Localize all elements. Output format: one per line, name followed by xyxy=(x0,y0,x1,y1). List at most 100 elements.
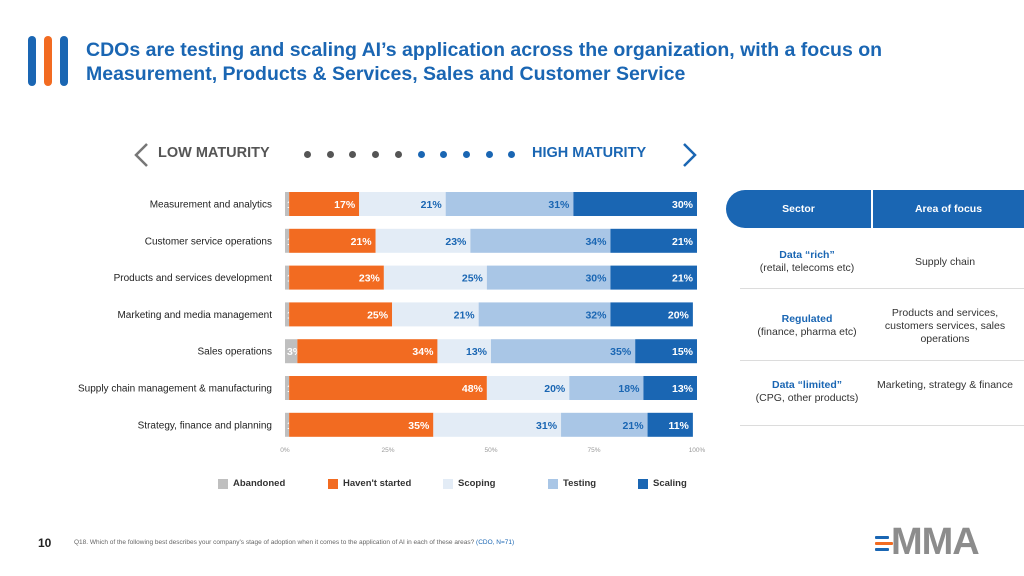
bar-data-label: 30% xyxy=(585,273,607,285)
header-sector: Sector xyxy=(726,190,871,228)
bar-data-label: 11% xyxy=(668,420,689,432)
bar-data-label: 18% xyxy=(618,383,640,395)
table-row: Data “limited” (CPG, other products) Mar… xyxy=(740,361,1024,426)
bar-data-label: 35% xyxy=(610,346,632,358)
legend-swatch xyxy=(443,479,453,489)
bar-segment xyxy=(445,192,574,216)
bar-segment xyxy=(289,412,434,437)
legend-swatch xyxy=(548,479,558,489)
bar-segment xyxy=(285,412,290,437)
sector-name: Data “limited” xyxy=(771,379,842,391)
category-label: Measurement and analytics xyxy=(150,200,272,211)
bar-data-label: 34% xyxy=(412,346,434,358)
sector-cell: Data “rich” (retail, telecoms etc) xyxy=(740,249,874,275)
bar-segment xyxy=(491,339,636,364)
bar-data-label: 20% xyxy=(544,383,566,395)
focus-cell: Marketing, strategy & finance xyxy=(877,379,1013,391)
bar-segment xyxy=(289,376,487,400)
table-header: Sector Area of focus xyxy=(726,190,1024,228)
legend-label: Scoping xyxy=(458,478,496,489)
logo-stripe-icon xyxy=(875,536,889,539)
bar-data-label: 21% xyxy=(351,236,373,248)
category-label: Marketing and media management xyxy=(117,310,272,321)
maturity-dot xyxy=(326,151,334,158)
sector-cell: Regulated (finance, pharma etc) xyxy=(740,313,874,339)
logo-stripe-icon xyxy=(875,542,893,545)
bar-data-label: 21% xyxy=(672,236,694,248)
bar-data-label: 25% xyxy=(367,309,389,321)
sector-detail: (retail, telecoms etc) xyxy=(759,262,855,274)
bar-data-label: 48% xyxy=(462,383,484,395)
footnote-question: Q18. Which of the following best describ… xyxy=(74,539,475,546)
bar-segment xyxy=(486,265,611,290)
bar-segment xyxy=(610,265,697,290)
maturity-dot xyxy=(349,151,357,158)
focus-cell: Supply chain xyxy=(914,256,976,268)
bar-segment xyxy=(289,192,360,216)
legend-swatch xyxy=(218,479,228,489)
table-row: Regulated (finance, pharma etc) Products… xyxy=(740,289,1024,361)
bar-data-label: 31% xyxy=(548,199,570,211)
bar-segment xyxy=(285,302,290,327)
category-label: Products and services development xyxy=(114,273,273,284)
bar-data-label: 13% xyxy=(466,346,488,358)
bar-data-label: 30% xyxy=(672,199,694,211)
bar-data-label: 17% xyxy=(334,199,356,211)
logo-stripe-icon xyxy=(875,548,889,551)
accent-bars-icon xyxy=(28,36,68,86)
bar-data-label: 32% xyxy=(585,309,607,321)
bar-segment xyxy=(392,302,479,327)
bar-segment xyxy=(610,302,693,327)
bar-segment xyxy=(383,265,487,290)
sector-name: Data “rich” xyxy=(779,249,835,261)
bar-segment xyxy=(470,228,611,253)
legend-label: Haven't started xyxy=(343,478,412,489)
bar-data-label: 21% xyxy=(454,309,476,321)
footnote: Q18. Which of the following best describ… xyxy=(74,539,514,546)
header-area-of-focus: Area of focus xyxy=(873,190,1024,228)
mma-logo: MMA xyxy=(875,522,1000,562)
bar-segment xyxy=(285,265,290,290)
x-tick-label: 50% xyxy=(484,447,497,454)
sector-focus-table: Sector Area of focus Data “rich” (retail… xyxy=(726,190,1024,430)
bar-segment xyxy=(643,376,697,400)
bar-segment xyxy=(647,412,693,437)
category-label: Supply chain management & manufacturing xyxy=(78,384,272,395)
footnote-sample: (CDO, N=71) xyxy=(476,539,515,546)
bar-segment xyxy=(297,339,438,364)
sector-detail: (CPG, other products) xyxy=(755,392,859,404)
maturity-dot xyxy=(462,151,470,158)
bar-segment xyxy=(285,376,290,400)
bar-segment xyxy=(285,339,298,364)
x-tick-label: 100% xyxy=(689,447,706,454)
sector-name: Regulated xyxy=(781,313,833,325)
chevron-right-icon xyxy=(683,143,697,167)
bar-segment xyxy=(610,228,697,253)
bar-segment xyxy=(285,192,290,216)
low-maturity-label: LOW MATURITY xyxy=(158,145,270,161)
x-tick-label: 75% xyxy=(587,447,600,454)
legend-swatch xyxy=(328,479,338,489)
bar-data-label: 20% xyxy=(668,309,690,321)
bar-data-label: 15% xyxy=(672,346,694,358)
bar-segment xyxy=(375,228,471,253)
maturity-scale: LOW MATURITY HIGH MATURITY xyxy=(130,140,700,168)
bar-data-label: 23% xyxy=(359,273,381,285)
bar-data-label: 21% xyxy=(672,273,694,285)
bar-data-label: 35% xyxy=(408,420,430,432)
bar-data-label: 21% xyxy=(623,420,645,432)
bar-segment xyxy=(289,265,384,290)
legend-label: Abandoned xyxy=(233,478,286,489)
bar-segment xyxy=(433,412,562,437)
maturity-dot xyxy=(394,151,402,158)
brand-name: MMA xyxy=(891,521,980,563)
legend-label: Testing xyxy=(563,478,597,489)
bar-data-label: 23% xyxy=(445,236,467,248)
bar-data-label: 13% xyxy=(672,383,694,395)
focus-cell: Products and services, customers service… xyxy=(884,307,1006,345)
maturity-dot xyxy=(304,151,311,158)
bar-segment xyxy=(569,376,644,400)
table-row: Data “rich” (retail, telecoms etc) Suppl… xyxy=(740,238,1024,289)
bar-data-label: 31% xyxy=(536,420,558,432)
bar-segment xyxy=(478,302,611,327)
